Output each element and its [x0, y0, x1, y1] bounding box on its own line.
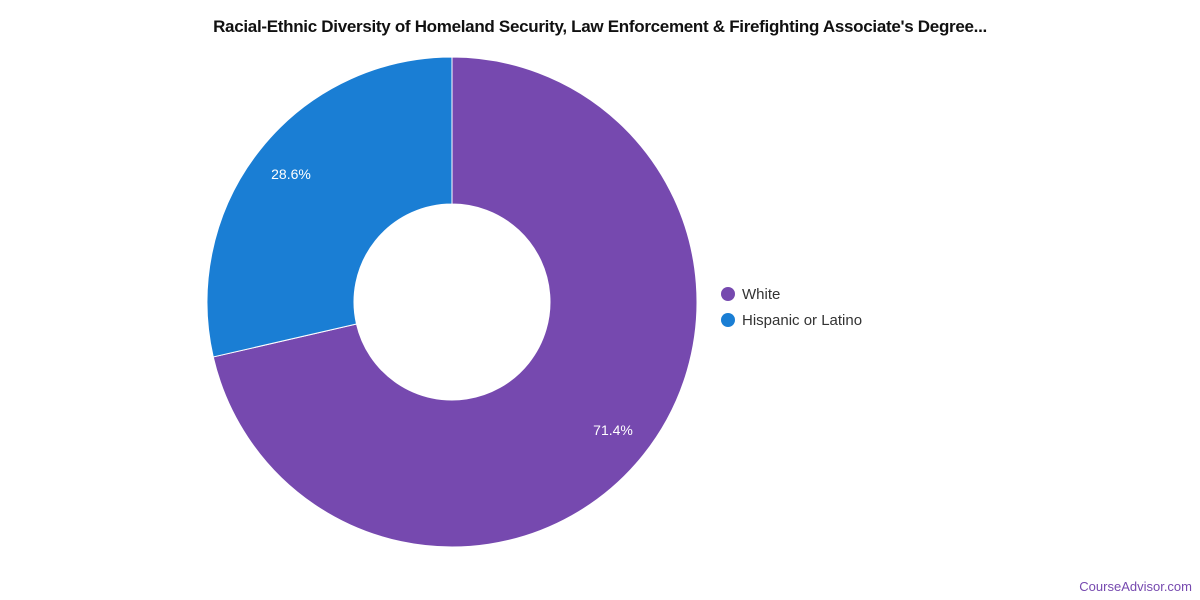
slice-white[interactable] — [212, 56, 698, 548]
legend-item-hispanic[interactable]: Hispanic or Latino — [721, 307, 862, 333]
legend-label: White — [742, 285, 781, 303]
legend-item-white[interactable]: White — [721, 281, 862, 307]
legend-swatch-white — [721, 287, 735, 301]
legend-swatch-hispanic — [721, 313, 735, 327]
legend: White Hispanic or Latino — [721, 281, 862, 333]
watermark-link[interactable]: CourseAdvisor.com — [1079, 579, 1192, 594]
data-label: 28.6% — [271, 166, 311, 182]
legend-label: Hispanic or Latino — [742, 311, 863, 329]
data-label: 71.4% — [593, 422, 633, 438]
chart-title: Racial-Ethnic Diversity of Homeland Secu… — [213, 17, 987, 36]
slice-hispanic-or-latino[interactable] — [206, 56, 453, 358]
